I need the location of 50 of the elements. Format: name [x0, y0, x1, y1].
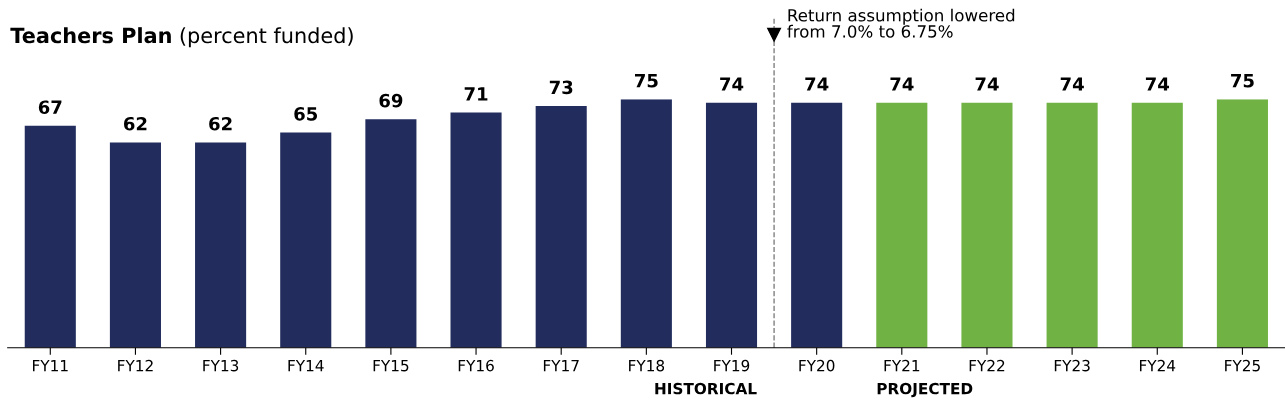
x-tick-label: FY17	[543, 360, 579, 372]
data-label: 73	[549, 80, 573, 95]
bar	[365, 119, 417, 348]
bar	[109, 142, 161, 348]
data-label: 74	[1145, 77, 1169, 91]
x-tick-label: FY19	[714, 359, 750, 372]
chart-title: Teachers Plan	[10, 27, 171, 44]
data-label: 67	[38, 100, 62, 115]
text: HISTORICAL	[655, 382, 757, 395]
data-label: 62	[209, 116, 232, 131]
x-tick-label: FY21	[884, 359, 920, 372]
data-label: 74	[1060, 77, 1084, 91]
data-label: 65	[294, 107, 318, 121]
bar	[1046, 102, 1098, 348]
data-label: 69	[379, 93, 403, 108]
bar	[791, 102, 843, 348]
bar	[1216, 99, 1268, 348]
x-tick-label: FY14	[288, 360, 324, 372]
bar	[280, 132, 332, 348]
x-tick-label: FY20	[799, 359, 835, 372]
x-tick-label: FY18	[629, 359, 665, 372]
text: PROJECTED	[877, 382, 973, 398]
bar	[24, 125, 76, 348]
bar	[1131, 102, 1183, 348]
data-label: 75	[635, 74, 658, 88]
data-label: 75	[1231, 74, 1254, 88]
x-tick-label: FY12	[118, 359, 153, 372]
data-label: 74	[720, 77, 744, 91]
data-label: 62	[124, 116, 147, 131]
bar	[876, 102, 928, 348]
bar	[535, 105, 587, 348]
data-label: 74	[975, 77, 999, 91]
text: Return assumption lowered from 7.0% to 6.75%	[787, 8, 1015, 38]
bar	[961, 102, 1013, 348]
data-label: 74	[890, 77, 914, 91]
x-tick-label: FY11	[33, 360, 68, 372]
x-tick-label: FY16	[458, 359, 494, 372]
x-tick-label: FY13	[203, 359, 239, 372]
bar	[195, 142, 247, 348]
data-label: 74	[805, 77, 829, 91]
x-tick-label: FY22	[969, 359, 1005, 372]
x-tick-label: FY24	[1139, 359, 1176, 372]
x-tick-label: FY23	[1054, 359, 1090, 372]
bar	[705, 102, 758, 348]
data-label: 71	[464, 87, 488, 101]
x-tick-label: FY15	[373, 360, 409, 372]
bar	[450, 112, 502, 348]
chart-subtitle: (percent funded)	[180, 27, 353, 48]
x-tick-label: FY25	[1225, 359, 1260, 372]
bar	[620, 99, 672, 348]
